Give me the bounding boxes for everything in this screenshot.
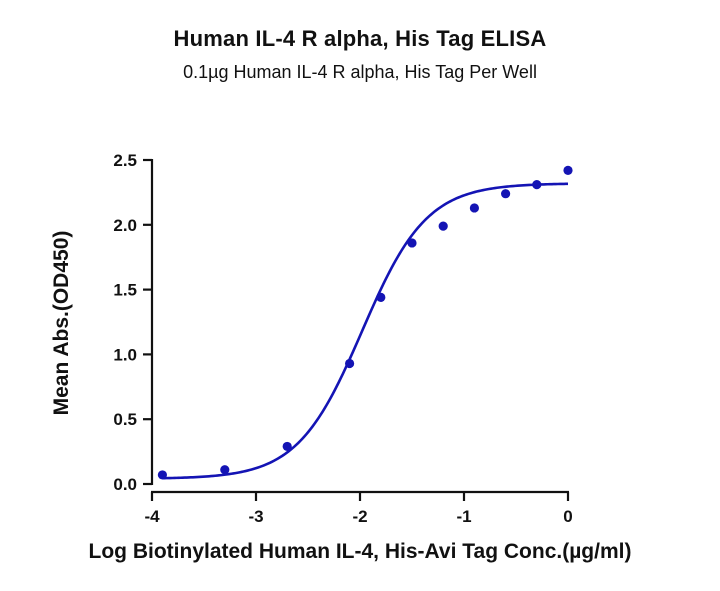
data-point — [220, 465, 230, 475]
x-tick-label: -1 — [456, 507, 471, 526]
data-point — [501, 189, 511, 199]
y-tick-label: 0.0 — [113, 475, 137, 494]
fit-curve — [162, 182, 569, 480]
y-tick-label: 2.5 — [113, 151, 137, 170]
data-point — [438, 221, 448, 231]
data-point — [282, 441, 292, 452]
x-axis-label: Log Biotinylated Human IL-4, His-Avi Tag… — [88, 540, 632, 563]
data-point — [563, 165, 573, 175]
y-tick-label: 0.5 — [113, 410, 137, 429]
x-tick-label: -4 — [144, 507, 160, 526]
x-tick-label: 0 — [563, 507, 572, 526]
data-point — [407, 238, 417, 248]
data-point — [532, 180, 542, 190]
data-point — [376, 292, 386, 302]
data-point — [345, 358, 355, 369]
y-tick-label: 1.5 — [113, 281, 137, 300]
y-tick-label: 1.0 — [113, 345, 137, 364]
chart-title: Human IL-4 R alpha, His Tag ELISA — [173, 26, 547, 51]
x-tick-label: -2 — [352, 507, 367, 526]
y-axis-label: Mean Abs.(OD450) — [50, 230, 73, 416]
chart-subtitle: 0.1µg Human IL-4 R alpha, His Tag Per We… — [183, 62, 537, 82]
data-point — [157, 470, 167, 480]
data-point — [469, 203, 479, 213]
x-tick-label: -3 — [248, 507, 263, 526]
y-tick-label: 2.0 — [113, 216, 137, 235]
